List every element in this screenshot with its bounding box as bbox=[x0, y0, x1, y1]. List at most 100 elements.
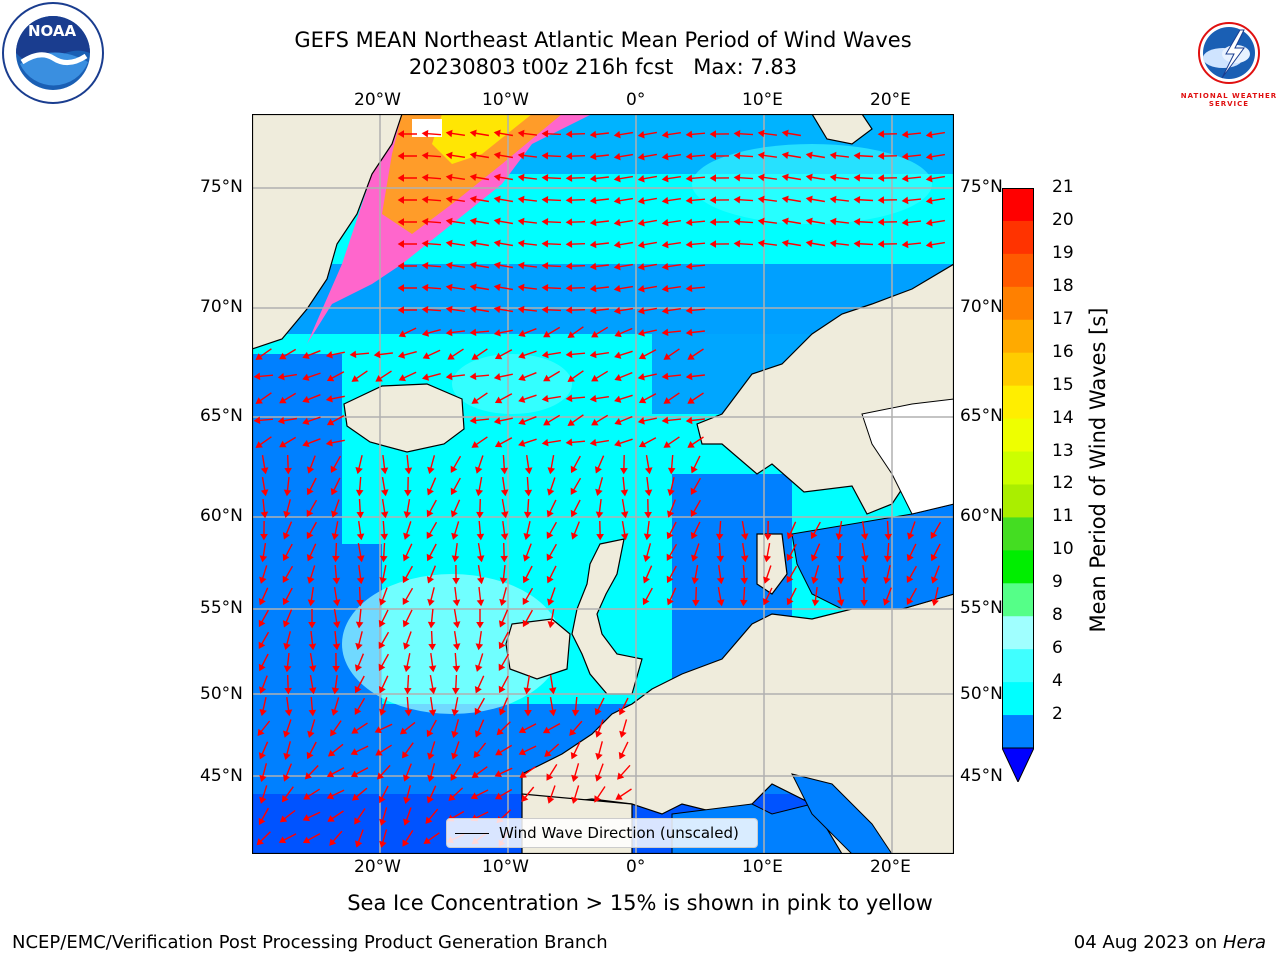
wave-direction-arrowhead bbox=[548, 687, 557, 695]
wave-direction-arrowhead bbox=[571, 796, 579, 804]
wave-direction-arrowhead bbox=[452, 599, 461, 607]
colorbar-swatch bbox=[1002, 253, 1034, 288]
wave-direction-arrowhead bbox=[733, 173, 741, 182]
colorbar-tick-label: 16 bbox=[1052, 341, 1074, 362]
colorbar-swatch bbox=[1002, 583, 1034, 617]
wave-direction-arrowhead bbox=[925, 152, 933, 161]
wave-direction-arrowhead bbox=[690, 487, 698, 495]
wave-direction-arrowhead bbox=[445, 129, 453, 138]
wave-direction-arrowhead bbox=[397, 152, 405, 160]
wave-direction-arrowhead bbox=[860, 533, 869, 541]
wave-direction-arrowhead bbox=[494, 770, 502, 778]
wave-direction-arrowhead bbox=[494, 440, 503, 448]
wave-direction-arrowhead bbox=[829, 195, 837, 204]
wave-direction-arrowhead bbox=[860, 555, 869, 563]
wave-direction-arrowhead bbox=[522, 554, 531, 562]
wave-direction-arrowhead bbox=[428, 687, 437, 695]
wave-direction-arrowhead bbox=[399, 727, 408, 735]
wave-direction-arrowhead bbox=[517, 239, 525, 248]
wave-direction-arrowhead bbox=[356, 577, 365, 585]
wave-direction-arrowhead bbox=[258, 598, 266, 606]
wave-direction-arrowhead bbox=[260, 489, 269, 497]
wave-direction-arrowhead bbox=[351, 726, 359, 734]
wave-direction-arrowhead bbox=[423, 837, 431, 844]
wave-direction-arrowhead bbox=[517, 129, 525, 138]
wave-direction-arrowhead bbox=[620, 467, 628, 475]
wave-direction-arrowhead bbox=[740, 555, 749, 563]
wave-direction-arrowhead bbox=[330, 465, 338, 473]
wave-direction-arrowhead bbox=[421, 217, 429, 226]
wave-direction-arrowhead bbox=[427, 621, 436, 629]
wave-direction-arrowhead bbox=[398, 330, 407, 338]
wave-direction-arrowhead bbox=[877, 196, 885, 204]
wave-direction-arrowhead bbox=[397, 351, 406, 359]
colorbar-tick-label: 4 bbox=[1052, 671, 1063, 692]
colorbar-tick-label: 20 bbox=[1052, 209, 1074, 230]
wave-direction-arrowhead bbox=[666, 598, 674, 606]
wave-direction-arrowhead bbox=[589, 174, 597, 183]
wave-direction-arrowhead bbox=[302, 351, 310, 359]
footer-date: 04 Aug 2023 on Hera bbox=[1074, 932, 1266, 953]
wave-direction-arrowhead bbox=[642, 576, 650, 584]
wave-direction-arrowhead bbox=[541, 261, 549, 270]
wave-direction-arrowhead bbox=[930, 531, 938, 539]
wave-direction-arrowhead bbox=[445, 283, 453, 292]
wave-direction-arrowhead bbox=[302, 395, 310, 403]
wave-direction-arrowhead bbox=[350, 770, 359, 778]
wave-direction-arrowhead bbox=[445, 173, 453, 182]
wave-direction-arrowhead bbox=[448, 793, 456, 802]
wave-direction-arrowhead bbox=[547, 467, 556, 475]
wave-direction-arrowhead bbox=[426, 796, 434, 804]
wave-direction-arrowhead bbox=[544, 749, 552, 757]
wave-direction-arrowhead bbox=[643, 554, 651, 563]
wave-direction-arrowhead bbox=[518, 439, 526, 447]
wave-direction-arrowhead bbox=[518, 373, 526, 381]
wave-direction-arrowhead bbox=[498, 685, 506, 694]
wave-direction-arrowhead bbox=[326, 418, 335, 426]
wave-direction-arrowhead bbox=[397, 130, 405, 138]
wave-direction-arrowhead bbox=[375, 374, 383, 382]
wave-direction-arrowhead bbox=[860, 577, 869, 585]
colorbar-tick-label: 12 bbox=[1052, 473, 1074, 494]
wave-direction-arrowhead bbox=[569, 728, 577, 736]
wave-direction-arrowhead bbox=[306, 751, 314, 760]
wave-direction-arrowhead bbox=[521, 794, 529, 803]
wave-direction-arrowhead bbox=[591, 330, 599, 338]
wave-direction-arrowhead bbox=[931, 599, 939, 607]
wave-direction-arrowhead bbox=[450, 465, 458, 473]
wind-wave-direction-arrows bbox=[253, 129, 946, 848]
wave-direction-arrowhead bbox=[739, 599, 748, 607]
wave-direction-arrowhead bbox=[565, 306, 573, 314]
wave-direction-arrowhead bbox=[498, 620, 507, 628]
wave-direction-arrowhead bbox=[428, 709, 437, 717]
wave-direction-arrowhead bbox=[546, 509, 554, 518]
wave-direction-arrowhead bbox=[594, 707, 602, 716]
wave-direction-arrowhead bbox=[589, 218, 597, 227]
wave-direction-arrowhead bbox=[493, 417, 501, 425]
wave-direction-arrowhead bbox=[493, 305, 501, 314]
wave-direction-arrowhead bbox=[594, 795, 601, 803]
wave-direction-arrowhead bbox=[260, 511, 269, 519]
wave-direction-arrowhead bbox=[397, 306, 405, 314]
wave-direction-arrowhead bbox=[591, 374, 599, 382]
wave-direction-arrowhead bbox=[332, 577, 341, 585]
wave-direction-arrowhead bbox=[493, 129, 501, 138]
wave-direction-arrowhead bbox=[541, 438, 549, 447]
wave-direction-arrowhead bbox=[901, 240, 909, 249]
wave-direction-arrowhead bbox=[877, 152, 885, 160]
wave-direction-arrowhead bbox=[421, 151, 429, 160]
wave-direction-arrowhead bbox=[517, 283, 525, 292]
wave-direction-arrowhead bbox=[546, 553, 554, 561]
wave-direction-arrowhead bbox=[451, 709, 459, 717]
lon-label-top-20w: 20°W bbox=[354, 90, 401, 110]
wave-direction-arrowhead bbox=[595, 488, 603, 497]
wave-direction-arrowhead bbox=[543, 418, 551, 426]
colorbar-tick-label: 2 bbox=[1052, 704, 1063, 725]
wave-direction-arrowhead bbox=[805, 151, 813, 160]
wave-direction-arrowhead bbox=[282, 597, 290, 606]
wave-direction-arrowhead bbox=[302, 836, 311, 844]
wave-direction-arrowhead bbox=[614, 329, 622, 338]
colorbar-tick-label: 13 bbox=[1052, 440, 1074, 461]
wave-direction-arrowhead bbox=[351, 375, 359, 382]
wave-direction-arrowhead bbox=[637, 329, 645, 337]
